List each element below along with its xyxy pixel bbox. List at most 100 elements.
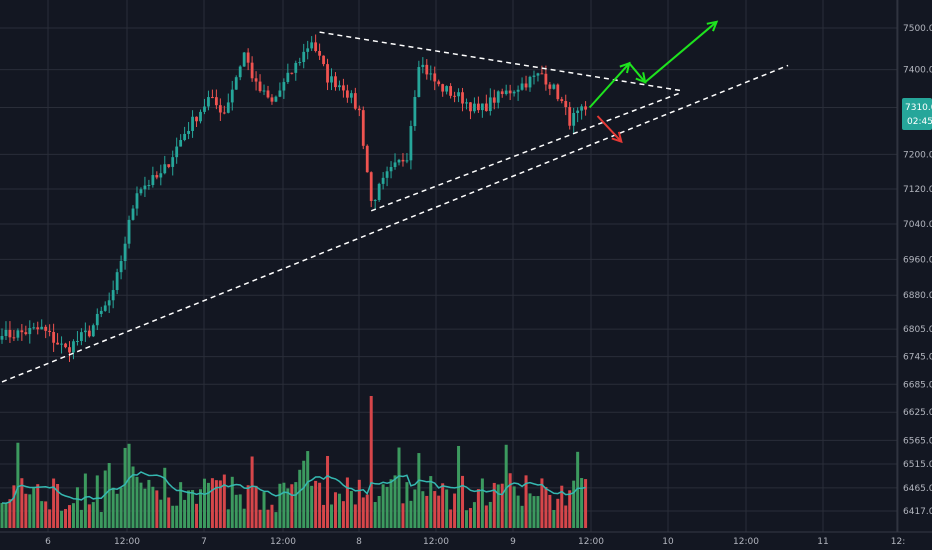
candle-body (568, 107, 572, 126)
time-tick-label: 12:00 (578, 537, 604, 547)
candle-body (135, 193, 139, 209)
candle-body (298, 62, 302, 64)
trendline[interactable] (1, 64, 789, 383)
volume-bar (369, 396, 373, 528)
candle-body (381, 177, 385, 184)
candle-body (342, 85, 345, 91)
volume-bar (441, 483, 445, 528)
volume-bar (480, 478, 484, 528)
volume-bar (254, 485, 258, 528)
volume-bar (16, 442, 20, 528)
candle-body (528, 76, 532, 88)
price-tick-label: 6625.0 (903, 408, 932, 418)
arrow-head-icon (706, 20, 719, 32)
candle-body (183, 133, 187, 141)
candle-body (421, 64, 425, 68)
volume-bar (417, 453, 421, 528)
volume-bar (484, 505, 488, 528)
candle-body (60, 343, 63, 345)
candle-body (429, 73, 433, 75)
volume-bar (298, 469, 302, 528)
volume-bar (0, 502, 4, 528)
candle-body (175, 146, 179, 158)
volume-bar (504, 444, 508, 528)
last-price-badge: 7310.0 02:45 (902, 98, 932, 130)
volume-bar (524, 475, 528, 528)
volume-bar (187, 490, 191, 528)
candle-body (266, 90, 270, 98)
volume-bar (139, 482, 143, 528)
volume-bar (64, 509, 68, 528)
arrow-head-icon (635, 72, 647, 84)
candle-body (20, 330, 24, 333)
trendline[interactable] (370, 91, 682, 212)
volume-bar (131, 466, 135, 528)
candle-body (143, 185, 147, 190)
trendline[interactable] (319, 31, 681, 92)
volume-bar (286, 488, 290, 528)
volume-bar (99, 512, 103, 528)
volume-bar (584, 479, 588, 528)
candle-body (83, 330, 87, 333)
candle-body (457, 92, 460, 97)
candle-body (99, 310, 103, 314)
candle-body (40, 326, 44, 330)
candle-body (52, 331, 56, 343)
volume-bar (576, 451, 580, 528)
bearish-arrow[interactable] (596, 115, 623, 143)
candle-body (230, 89, 234, 103)
bullish-arrow[interactable] (588, 21, 718, 109)
candle-body (91, 325, 95, 337)
candle-body (564, 101, 568, 108)
candle-body (540, 73, 544, 75)
volume-bar (496, 484, 500, 528)
volume-bar (580, 478, 584, 528)
volume-bar (512, 486, 516, 528)
candle-body (357, 108, 361, 111)
volume-bar (310, 485, 314, 528)
time-tick-label: 8 (356, 537, 362, 547)
price-axis[interactable]: 7500.0 7400.0 7310.0 7200.0 7120.0 7040.0 6960… (896, 0, 932, 532)
candle-body (222, 112, 226, 114)
candle-body (151, 175, 155, 186)
volume-bar (560, 485, 564, 528)
arrow-head-icon (619, 61, 631, 74)
candle-body (453, 95, 456, 97)
volume-bar (528, 493, 532, 528)
candle-body (496, 91, 500, 103)
candle-body (163, 164, 167, 174)
volume-bar (262, 492, 266, 528)
candle-body (445, 86, 449, 92)
candle-body (214, 97, 218, 106)
candle-body (238, 66, 242, 78)
candle-body (409, 126, 413, 161)
volume-bar (175, 505, 179, 528)
candle-body (516, 89, 520, 92)
volume-bar (464, 510, 468, 528)
volume-bar (60, 510, 64, 528)
volume-bar (314, 480, 318, 528)
volume-bar (4, 503, 8, 528)
candle-body (373, 199, 377, 201)
volume-bar (556, 498, 560, 528)
time-axis[interactable]: 6 12:00 7 12:00 8 12:00 9 12:00 10 12:00 11 12: (0, 531, 932, 547)
candle-body (473, 103, 476, 112)
candle-body (64, 343, 67, 348)
time-tick-label: 12:00 (733, 537, 759, 547)
volume-bar (44, 501, 48, 528)
volume-bar (36, 484, 40, 528)
candle-body (32, 327, 36, 329)
volume-bar (361, 497, 365, 528)
candle-body (111, 290, 115, 301)
volume-bar (167, 497, 171, 528)
candle-body (385, 171, 389, 178)
candle-body (322, 55, 325, 65)
time-tick-label: 12: (891, 537, 905, 547)
volume-bar (294, 482, 298, 528)
volume-bar (270, 504, 274, 528)
volume-bar (163, 467, 167, 528)
candle-body (8, 329, 12, 338)
candle-body (254, 78, 258, 82)
